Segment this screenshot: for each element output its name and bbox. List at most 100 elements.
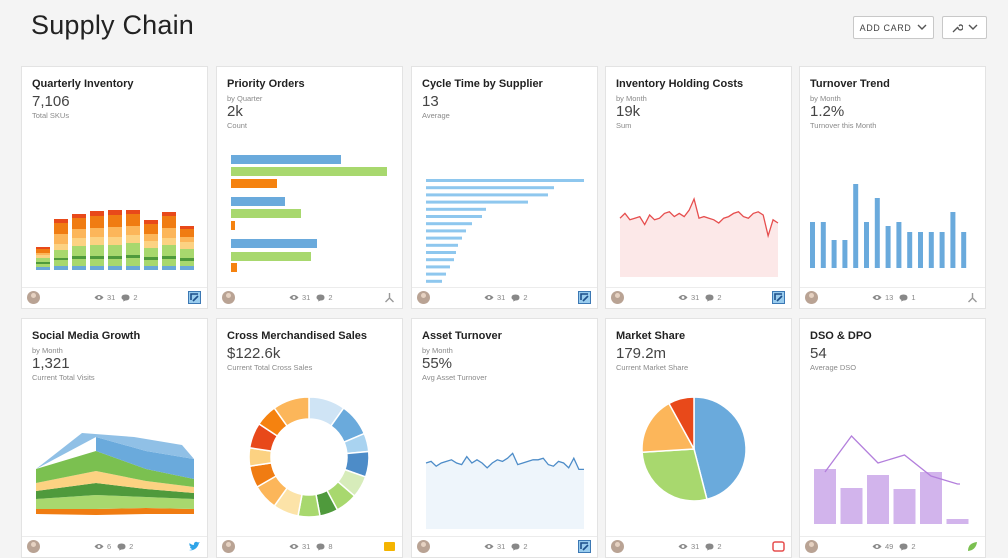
card-title[interactable]: Cycle Time by Supplier xyxy=(422,78,543,90)
bar[interactable] xyxy=(896,222,902,268)
bar[interactable] xyxy=(231,179,277,188)
data-source[interactable] xyxy=(578,291,591,304)
card-title[interactable]: Quarterly Inventory xyxy=(32,78,134,90)
bar[interactable] xyxy=(885,226,891,268)
bar-segment[interactable] xyxy=(180,261,194,266)
bar[interactable] xyxy=(231,167,387,176)
card-title[interactable]: Inventory Holding Costs xyxy=(616,78,744,90)
card-chart[interactable] xyxy=(412,319,599,537)
data-source[interactable] xyxy=(383,291,396,304)
bar-segment[interactable] xyxy=(126,226,140,235)
bar-segment[interactable] xyxy=(90,237,104,245)
bar-segment[interactable] xyxy=(126,210,140,214)
bar[interactable] xyxy=(946,519,969,524)
bar[interactable] xyxy=(426,236,462,240)
bar[interactable] xyxy=(831,240,837,268)
bar[interactable] xyxy=(426,279,442,283)
bar-segment[interactable] xyxy=(126,255,140,258)
bar[interactable] xyxy=(231,263,237,272)
card-chart[interactable] xyxy=(606,319,793,537)
bar-segment[interactable] xyxy=(72,214,86,218)
bar[interactable] xyxy=(426,243,458,247)
bar-segment[interactable] xyxy=(162,256,176,259)
pie-slice[interactable] xyxy=(273,396,310,428)
bar[interactable] xyxy=(918,232,923,268)
avatar[interactable] xyxy=(27,291,40,304)
card-title[interactable]: Cross Merchandised Sales xyxy=(227,330,368,342)
bar-segment[interactable] xyxy=(72,259,86,266)
bar[interactable] xyxy=(426,265,450,269)
bar-segment[interactable] xyxy=(180,229,194,237)
area-band[interactable] xyxy=(36,508,194,515)
avatar[interactable] xyxy=(222,291,235,304)
bar-segment[interactable] xyxy=(72,266,86,270)
series-line[interactable] xyxy=(425,452,584,471)
card-title[interactable]: DSO & DPO xyxy=(810,330,872,342)
data-source[interactable] xyxy=(383,540,396,553)
card-chart[interactable] xyxy=(412,67,599,288)
card-chart[interactable] xyxy=(800,67,987,288)
bar-segment[interactable] xyxy=(144,220,158,224)
bar-segment[interactable] xyxy=(90,259,104,266)
bar-segment[interactable] xyxy=(54,260,68,266)
bar-segment[interactable] xyxy=(36,262,50,264)
bar-segment[interactable] xyxy=(144,241,158,248)
bar-segment[interactable] xyxy=(54,219,68,223)
bar[interactable] xyxy=(810,222,815,268)
card-title[interactable]: Priority Orders xyxy=(227,78,305,90)
bar[interactable] xyxy=(426,207,486,211)
bar-segment[interactable] xyxy=(36,249,50,253)
bar-segment[interactable] xyxy=(180,237,194,242)
bar-segment[interactable] xyxy=(162,212,176,216)
bar-segment[interactable] xyxy=(108,259,122,266)
card[interactable]: DSO & DPO 54 Average DSO 49 2 xyxy=(799,318,986,558)
bar-segment[interactable] xyxy=(54,223,68,234)
bar-segment[interactable] xyxy=(72,256,86,259)
card-chart[interactable] xyxy=(22,67,209,288)
data-source[interactable] xyxy=(966,291,979,304)
bar-segment[interactable] xyxy=(144,257,158,260)
bar-segment[interactable] xyxy=(108,245,122,256)
bar[interactable] xyxy=(426,229,466,233)
bar[interactable] xyxy=(231,209,301,218)
bar-segment[interactable] xyxy=(36,258,50,262)
bar[interactable] xyxy=(867,475,889,524)
card[interactable]: Priority Orders by Quarter 2k Count 31 2 xyxy=(216,66,403,309)
bar-segment[interactable] xyxy=(144,260,158,266)
card[interactable]: Turnover Trend by Month 1.2% Turnover this … xyxy=(799,66,986,309)
avatar[interactable] xyxy=(222,540,235,553)
card-chart[interactable] xyxy=(217,319,404,537)
pie-slice[interactable] xyxy=(667,396,695,450)
bar[interactable] xyxy=(820,222,826,268)
bar-segment[interactable] xyxy=(180,266,194,270)
bar-segment[interactable] xyxy=(72,246,86,256)
bar-segment[interactable] xyxy=(90,216,104,228)
bar-segment[interactable] xyxy=(36,264,50,267)
bar-segment[interactable] xyxy=(180,249,194,258)
bar-segment[interactable] xyxy=(54,244,68,250)
data-source[interactable] xyxy=(578,540,591,553)
bar-segment[interactable] xyxy=(162,266,176,270)
bar-segment[interactable] xyxy=(54,266,68,270)
avatar[interactable] xyxy=(27,540,40,553)
bar[interactable] xyxy=(814,469,836,524)
bar[interactable] xyxy=(426,186,554,190)
bar[interactable] xyxy=(874,198,880,268)
bar[interactable] xyxy=(231,155,341,164)
bar[interactable] xyxy=(426,200,528,204)
card-title[interactable]: Asset Turnover xyxy=(422,330,502,342)
bar-segment[interactable] xyxy=(126,266,140,270)
bar[interactable] xyxy=(928,232,934,268)
bar-segment[interactable] xyxy=(54,258,68,260)
avatar[interactable] xyxy=(611,540,624,553)
bar-segment[interactable] xyxy=(162,216,176,228)
card-chart[interactable] xyxy=(217,67,404,288)
bar-segment[interactable] xyxy=(144,248,158,257)
data-source[interactable] xyxy=(772,291,785,304)
bar-segment[interactable] xyxy=(144,224,158,234)
pie-slice[interactable] xyxy=(641,448,708,502)
data-source[interactable] xyxy=(966,540,979,553)
area-band[interactable] xyxy=(36,451,194,487)
bar-segment[interactable] xyxy=(36,253,50,255)
area-band[interactable] xyxy=(36,471,194,493)
